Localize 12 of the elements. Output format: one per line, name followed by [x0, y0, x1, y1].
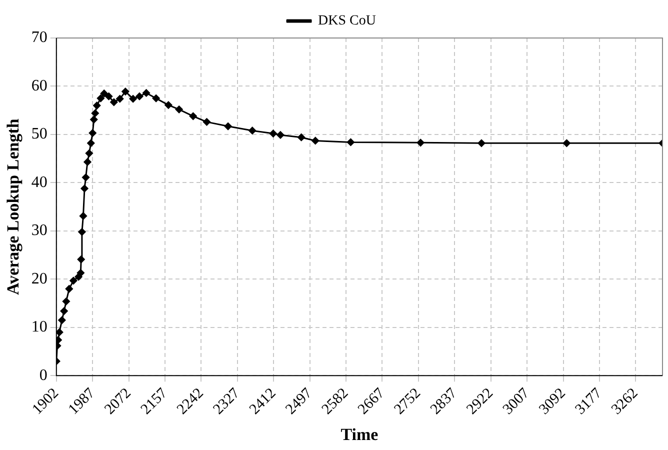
y-tick-label: 30 — [31, 222, 48, 240]
y-tick-label: 50 — [31, 126, 48, 143]
x-axis-title: Time — [340, 425, 379, 444]
y-tick-label: 70 — [31, 29, 48, 46]
x-tick-label: 1902 — [29, 385, 62, 418]
y-tick-label: 40 — [31, 174, 48, 191]
y-tick-label: 0 — [39, 366, 48, 384]
y-tick-label: 20 — [31, 270, 48, 288]
y-tick-label: 10 — [31, 318, 48, 336]
y-axis-title: Average Lookup Length — [4, 118, 23, 295]
y-tick-label: 60 — [31, 77, 48, 94]
legend-label: DKS CoU — [318, 14, 376, 29]
